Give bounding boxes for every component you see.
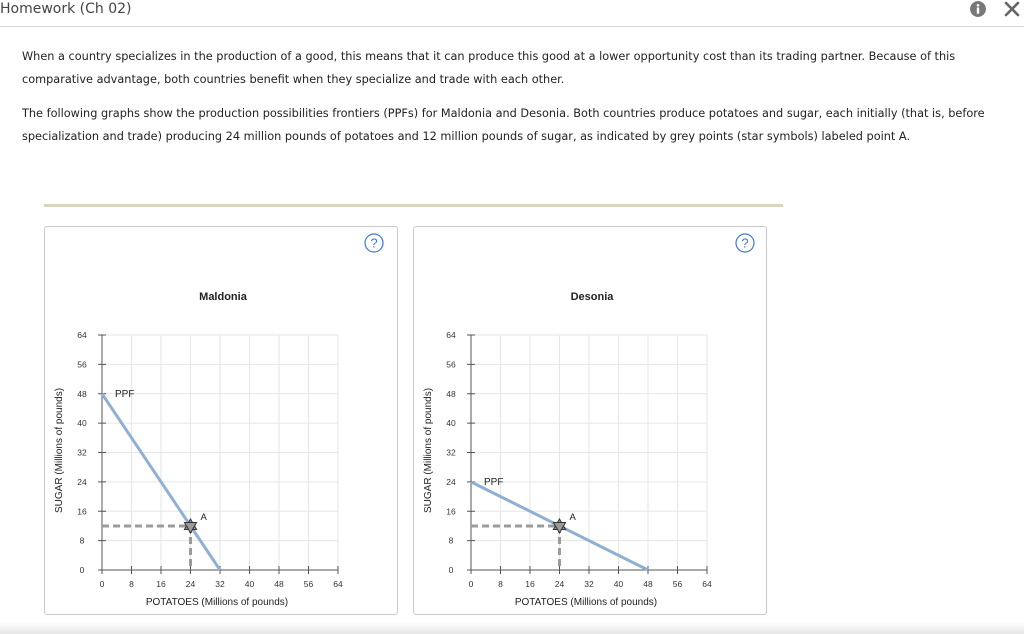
desonia-graph-panel: ? Desonia 0 8 16 24 32 40 48 56 64 0 8 16 24 32 40 48 56 6… [413,226,767,615]
maldonia-chart: Maldonia 0 8 16 24 32 40 48 56 64 0 8 16 24 32 40 48 56 64… [54,291,343,608]
help-symbol: ? [370,236,377,251]
point-a-star [183,517,198,530]
x-tick-label: 40 [614,579,624,589]
bottom-strip [0,622,1024,634]
point-label: A [570,512,577,523]
point-label: A [201,512,208,523]
x-tick-label: 16 [156,579,166,589]
x-tick-label: 64 [702,579,712,589]
intro-paragraph-2: The following graphs show the production… [22,107,985,143]
x-tick-label: 0 [100,579,105,589]
close-icon[interactable] [1003,0,1021,18]
help-symbol: ? [741,236,748,251]
y-tick-label: 0 [80,565,85,575]
chart-title: Maldonia [199,291,248,303]
ppf-label: PPF [484,477,503,488]
y-tick-label: 16 [446,506,456,516]
y-tick-label: 32 [77,448,87,458]
help-icon[interactable]: ? [364,233,384,253]
y-tick-label: 40 [77,418,87,428]
x-tick-label: 24 [186,579,196,589]
point-a-star [552,521,567,534]
y-tick-label: 16 [77,506,87,516]
x-tick-label: 56 [673,579,683,589]
x-tick-label: 48 [274,579,284,589]
y-tick-label: 40 [446,418,456,428]
ppf-line [100,392,222,571]
x-tick-label: 0 [469,579,474,589]
x-tick-label: 32 [215,579,225,589]
y-tick-label: 56 [77,359,87,369]
y-axis-label: SUGAR (Millions of pounds) [54,388,65,513]
x-tick-label: 32 [584,579,594,589]
y-tick-label: 8 [449,536,454,546]
point-a-star [183,521,198,534]
x-tick-label: 64 [333,579,343,589]
x-tick-label: 24 [555,579,565,589]
window-title: Homework (Ch 02) [0,1,132,17]
y-tick-label: 24 [77,477,87,487]
y-tick-label: 8 [80,536,85,546]
y-tick-label: 48 [77,389,87,399]
maldonia-graph-panel: ? Maldonia 0 8 16 24 32 40 48 56 64 0 8 16 24 32 40 48 56… [44,226,398,615]
chart-title: Desonia [571,291,615,303]
ppf-label: PPF [115,389,134,400]
y-tick-label: 64 [446,330,456,340]
help-icon[interactable]: ? [735,233,755,253]
ppf-line [470,480,649,572]
desonia-chart: Desonia 0 8 16 24 32 40 48 56 64 0 8 16 24 32 40 48 56 64 P… [423,291,712,608]
x-tick-label: 48 [643,579,653,589]
x-tick-label: 8 [498,579,503,589]
y-tick-label: 56 [446,359,456,369]
y-tick-label: 64 [77,330,87,340]
intro-paragraph-1: When a country specializes in the produc… [22,50,956,86]
x-tick-label: 40 [245,579,255,589]
x-tick-label: 56 [304,579,314,589]
y-tick-label: 48 [446,389,456,399]
y-tick-label: 32 [446,448,456,458]
title-bar: Homework (Ch 02) [0,0,1024,27]
point-a-star [552,517,567,530]
y-tick-label: 0 [449,565,454,575]
x-tick-label: 8 [129,579,134,589]
x-tick-label: 16 [525,579,535,589]
y-tick-label: 24 [446,477,456,487]
section-divider [44,204,783,207]
info-icon[interactable] [970,1,986,17]
x-axis-label: POTATOES (Millions of pounds) [146,597,288,608]
x-axis-label: POTATOES (Millions of pounds) [515,597,657,608]
y-axis-label: SUGAR (Millions of pounds) [423,388,434,513]
